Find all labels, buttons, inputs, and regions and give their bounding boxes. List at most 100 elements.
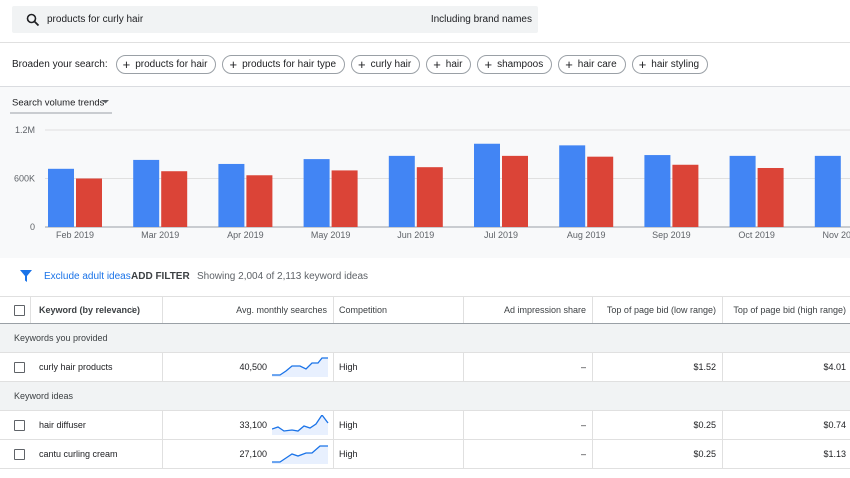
chip[interactable]: + products for hair: [115, 55, 217, 74]
table-cell: 33,100: [239, 420, 267, 430]
header-row: [0, 296, 850, 323]
bar: [331, 170, 358, 227]
column-separator: [722, 440, 723, 468]
x-tick-label: Jul 2019: [484, 230, 518, 240]
column-header[interactable]: Top of page bid (low range): [606, 305, 716, 315]
column-header[interactable]: Top of page bid (high range): [733, 305, 846, 315]
bar: [474, 143, 500, 227]
table-cell: High: [339, 420, 358, 430]
bar: [757, 167, 784, 227]
add-filter[interactable]: ADD FILTER: [131, 271, 190, 282]
x-tick-label: Sep 2019: [652, 230, 691, 240]
bar: [388, 155, 415, 227]
sparkline-line: [272, 357, 328, 376]
table-cell: High: [339, 362, 358, 372]
column-separator: [592, 440, 593, 468]
x-tick-label: Oct 2019: [738, 230, 775, 240]
chip-label: hair: [445, 59, 463, 70]
chip[interactable]: + hair care: [558, 55, 626, 74]
bar: [672, 164, 699, 227]
sparkline: [272, 415, 329, 435]
broaden-label: Broaden your search:: [12, 59, 108, 70]
plus-icon: +: [358, 57, 366, 72]
column-separator: [722, 411, 723, 439]
chip[interactable]: + hair styling: [631, 55, 709, 74]
table-cell: 40,500: [239, 362, 267, 372]
table-cell: $1.13: [823, 449, 846, 459]
bar: [76, 178, 102, 227]
bar: [48, 168, 74, 227]
column-separator: [463, 411, 464, 439]
checkbox[interactable]: [14, 362, 25, 373]
column-separator: [592, 296, 593, 323]
column-header[interactable]: Avg. monthly searches: [236, 305, 327, 315]
table-cell: cantu curling cream: [39, 449, 118, 459]
checkbox[interactable]: [14, 420, 25, 431]
table-cell: $4.01: [823, 362, 846, 372]
column-header[interactable]: Competition: [339, 305, 388, 315]
plus-icon: +: [565, 57, 573, 72]
table-cell: $0.74: [823, 420, 846, 430]
column-separator: [333, 353, 334, 381]
sparkline-area: [272, 446, 328, 464]
table-cell: –: [580, 449, 586, 459]
chip[interactable]: + products for hair type: [222, 55, 346, 74]
checkbox[interactable]: [14, 305, 25, 316]
chip-label: products for hair type: [242, 59, 337, 70]
search-query: products for curly hair: [47, 14, 144, 25]
column-separator: [162, 440, 163, 468]
keyword-table: Keyword (by relevance) Avg. monthly searc…: [0, 296, 850, 478]
bar: [303, 159, 330, 227]
x-tick-label: Jun 2019: [397, 230, 434, 240]
column-header[interactable]: Ad impression share: [503, 305, 586, 315]
group-title: Keyword ideas: [14, 391, 74, 401]
chip-label: curly hair: [370, 59, 412, 70]
column-separator: [162, 411, 163, 439]
row-border: [0, 296, 850, 297]
bar: [416, 167, 443, 227]
column-separator: [162, 353, 163, 381]
bar: [161, 171, 188, 227]
column-separator: [333, 411, 334, 439]
bar: [587, 156, 614, 227]
row-border: [0, 468, 850, 469]
sparkline-area: [272, 415, 328, 435]
column-separator: [592, 353, 593, 381]
divider: [0, 42, 850, 43]
chart-title[interactable]: Search volume trends: [12, 98, 105, 109]
table-cell: hair diffuser: [39, 420, 86, 430]
chip-label: products for hair: [135, 59, 208, 70]
column-separator: [722, 296, 723, 323]
chip[interactable]: + hair: [426, 55, 472, 74]
chip-label: shampoos: [497, 59, 544, 70]
table-cell: $1.52: [693, 362, 716, 372]
chip-label: hair care: [577, 59, 617, 70]
plus-icon: +: [638, 57, 647, 72]
row-border: [0, 352, 850, 353]
column-separator: [463, 296, 464, 323]
column-separator: [333, 440, 334, 468]
x-tick-label: Nov 2019: [823, 230, 850, 240]
sort-arrow: ↓: [130, 304, 135, 315]
row-border: [0, 439, 850, 440]
row-border: [0, 410, 850, 411]
table-cell: $0.25: [693, 420, 716, 430]
column-header[interactable]: Keyword (by relevance): [39, 305, 141, 315]
group-row: [0, 382, 850, 410]
checkbox[interactable]: [14, 449, 25, 460]
group-row: [0, 324, 850, 352]
bar: [133, 159, 160, 227]
table-cell: High: [339, 449, 358, 459]
exclude-adult[interactable]: Exclude adult ideas: [44, 271, 131, 282]
bar: [559, 145, 586, 227]
search-box[interactable]: products for curly hair Including brand …: [12, 6, 538, 33]
bar: [814, 155, 841, 227]
chip[interactable]: + curly hair: [351, 55, 421, 74]
chip[interactable]: + shampoos: [477, 55, 553, 74]
search-option[interactable]: Including brand names: [430, 14, 532, 25]
plus-icon: +: [484, 57, 493, 72]
plus-icon: +: [229, 57, 238, 72]
row-border: [0, 381, 850, 382]
y-tick-label: 600K: [14, 174, 35, 184]
